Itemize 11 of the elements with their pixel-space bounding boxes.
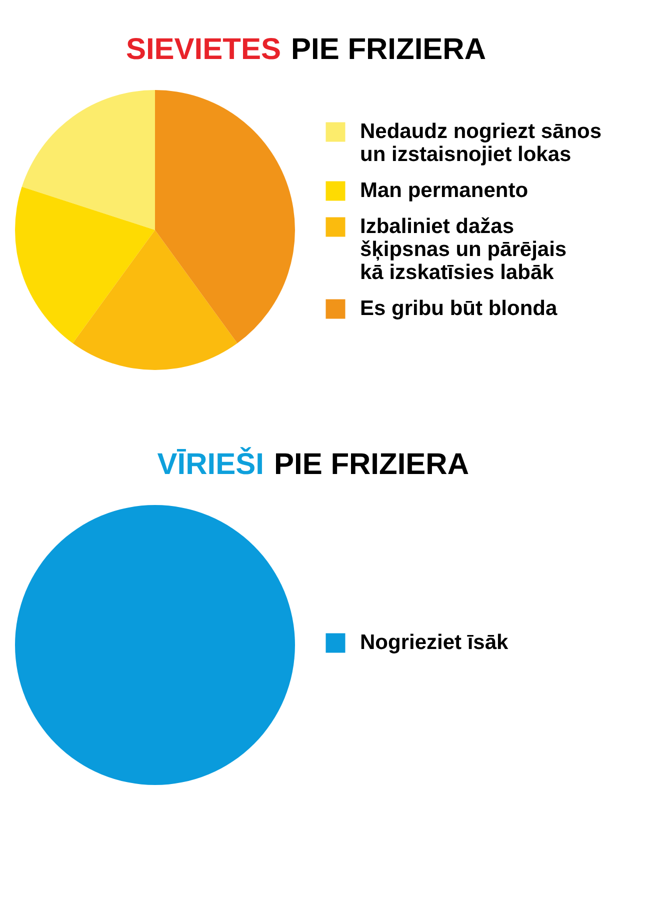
pie-slice [22, 90, 155, 230]
pie-slice [155, 90, 295, 344]
chart-title: SIEVIETES PIE FRIZIERA [126, 33, 486, 66]
legend-label: Man permanento [360, 179, 528, 202]
chart-title: VĪRIEŠI PIE FRIZIERA [157, 447, 470, 481]
legend-label: Nogrieziet īsāk [360, 631, 509, 654]
legend-label: Nedaudz nogriezt sānos un izstaisnojiet lokas [360, 120, 602, 166]
pie-slice [15, 186, 155, 344]
pie-slice [72, 230, 238, 370]
legend-label: Izbaliniet dažas šķipsnas un pārējais kā izskatīsies labāk [360, 215, 567, 284]
legend-label: Es gribu būt blonda [360, 297, 558, 320]
